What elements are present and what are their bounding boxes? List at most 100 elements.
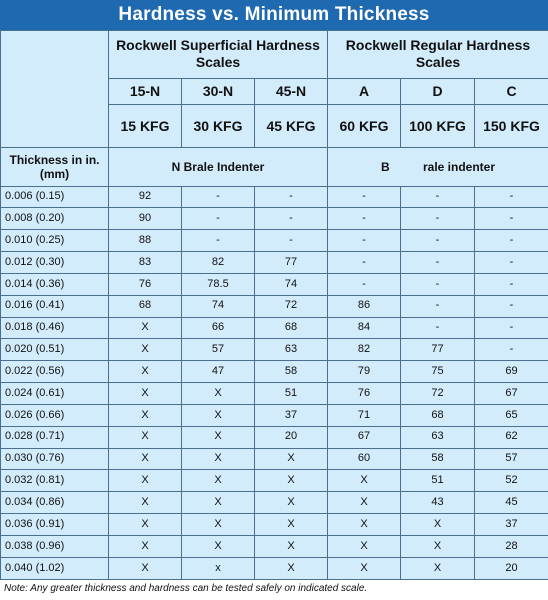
thickness-cell: 0.040 (1.02): [0, 556, 109, 581]
table-row: 0.024 (0.61) X X 51 76 72 67: [0, 382, 548, 405]
hardness-value-cell: -: [181, 207, 255, 231]
hardness-value-cell: X: [181, 535, 255, 558]
hardness-value-cell: -: [254, 185, 328, 209]
hardness-value-cell: 88: [108, 229, 182, 253]
hardness-value-cell: 57: [474, 447, 548, 471]
hardness-value-cell: -: [474, 338, 548, 362]
hardness-value-cell: X: [254, 447, 328, 471]
load-header: 150 KFG: [474, 104, 548, 148]
thickness-cell: 0.030 (0.76): [0, 447, 109, 471]
hardness-value-cell: 76: [327, 382, 401, 405]
hardness-value-cell: X: [108, 403, 182, 427]
hardness-value-cell: X: [108, 491, 182, 515]
hardness-value-cell: 28: [474, 535, 548, 558]
hardness-value-cell: -: [327, 207, 401, 231]
table-row: 0.030 (0.76) X X X 60 58 57: [0, 447, 548, 471]
hardness-value-cell: 20: [474, 556, 548, 581]
hardness-value-cell: X: [181, 513, 255, 537]
hardness-value-cell: 75: [400, 360, 475, 384]
hardness-value-cell: 74: [254, 272, 328, 296]
thickness-cell: 0.014 (0.36): [0, 272, 109, 296]
thickness-cell: 0.006 (0.15): [0, 185, 109, 209]
hardness-value-cell: X: [181, 469, 255, 493]
load-header: 60 KFG: [327, 104, 401, 148]
hardness-value-cell: X: [181, 403, 255, 427]
hardness-value-cell: -: [400, 207, 475, 231]
scale-header: 30-N: [181, 77, 255, 106]
thickness-cell: 0.038 (0.96): [0, 535, 109, 558]
table-row: 0.020 (0.51) X 57 63 82 77-: [0, 338, 548, 362]
hardness-value-cell: X: [108, 425, 182, 449]
thickness-cell: 0.036 (0.91): [0, 513, 109, 537]
table-row: 0.026 (0.66) X X 37 71 68 65: [0, 403, 548, 427]
hardness-value-cell: -: [474, 251, 548, 274]
hardness-value-cell: X: [108, 469, 182, 493]
thickness-cell: 0.020 (0.51): [0, 338, 109, 362]
table-row: 0.018 (0.46) X 66 68 84- -: [0, 316, 548, 340]
hardness-value-cell: -: [400, 185, 475, 209]
table-row: 0.036 (0.91) X X X X X 37: [0, 513, 548, 537]
hardness-value-cell: 68: [400, 403, 475, 427]
hardness-value-cell: 92: [108, 185, 182, 209]
hardness-value-cell: 66: [181, 316, 255, 340]
hardness-value-cell: 83: [108, 251, 182, 274]
hardness-value-cell: 63: [400, 425, 475, 449]
hardness-value-cell: X: [108, 513, 182, 537]
thickness-cell: 0.010 (0.25): [0, 229, 109, 253]
hardness-value-cell: -: [327, 251, 401, 274]
hardness-value-cell: X: [254, 491, 328, 515]
hardness-value-cell: -: [474, 294, 548, 318]
hardness-value-cell: 47: [181, 360, 255, 384]
scale-header: D: [400, 77, 475, 106]
hardness-value-cell: X: [327, 469, 401, 493]
hardness-value-cell: 71: [327, 403, 401, 427]
thickness-cell: 0.022 (0.56): [0, 360, 109, 384]
hardness-value-cell: 43: [400, 491, 475, 515]
hardness-value-cell: 37: [254, 403, 328, 427]
n-indenter-label: N Brale Indenter: [108, 146, 328, 187]
hardness-value-cell: X: [108, 360, 182, 384]
hardness-value-cell: 58: [400, 447, 475, 471]
hardness-value-cell: 79: [327, 360, 401, 384]
hardness-value-cell: X: [254, 556, 328, 581]
hardness-value-cell: 76: [108, 272, 182, 296]
hardness-value-cell: 51: [400, 469, 475, 493]
footnote: Note: Any greater thickness and hardness…: [4, 583, 368, 594]
hardness-value-cell: X: [327, 535, 401, 558]
hardness-value-cell: -: [327, 229, 401, 253]
scale-header: 15-N: [108, 77, 182, 106]
hardness-value-cell: -: [181, 229, 255, 253]
hardness-value-cell: X: [108, 316, 182, 340]
hardness-value-cell: -: [254, 207, 328, 231]
table-row: 0.006 (0.15) 92- - - - -: [0, 185, 548, 209]
thickness-cell: 0.032 (0.81): [0, 469, 109, 493]
table-row: 0.010 (0.25) 88- - - - -: [0, 229, 548, 253]
thickness-cell: 0.018 (0.46): [0, 316, 109, 340]
hardness-value-cell: 20: [254, 425, 328, 449]
hardness-value-cell: X: [181, 447, 255, 471]
hardness-value-cell: X: [400, 556, 475, 581]
table-row: 0.016 (0.41) 68 74 72 86- -: [0, 294, 548, 318]
hardness-value-cell: 68: [108, 294, 182, 318]
hardness-value-cell: 62: [474, 425, 548, 449]
hardness-value-cell: X: [108, 535, 182, 558]
hardness-value-cell: X: [327, 513, 401, 537]
hardness-value-cell: -: [474, 272, 548, 296]
hardness-value-cell: X: [327, 491, 401, 515]
hardness-value-cell: 86: [327, 294, 401, 318]
hardness-value-cell: -: [474, 229, 548, 253]
hardness-value-cell: 37: [474, 513, 548, 537]
thickness-cell: 0.034 (0.86): [0, 491, 109, 515]
hardness-value-cell: 77: [400, 338, 475, 362]
thickness-cell: 0.008 (0.20): [0, 207, 109, 231]
hardness-value-cell: 74: [181, 294, 255, 318]
thickness-cell: 0.028 (0.71): [0, 425, 109, 449]
hardness-value-cell: -: [474, 207, 548, 231]
table-row: 0.034 (0.86) X X X X 43 45: [0, 491, 548, 515]
thickness-cell: 0.012 (0.30): [0, 251, 109, 274]
hardness-value-cell: -: [400, 229, 475, 253]
hardness-value-cell: X: [254, 535, 328, 558]
hardness-value-cell: 67: [474, 382, 548, 405]
